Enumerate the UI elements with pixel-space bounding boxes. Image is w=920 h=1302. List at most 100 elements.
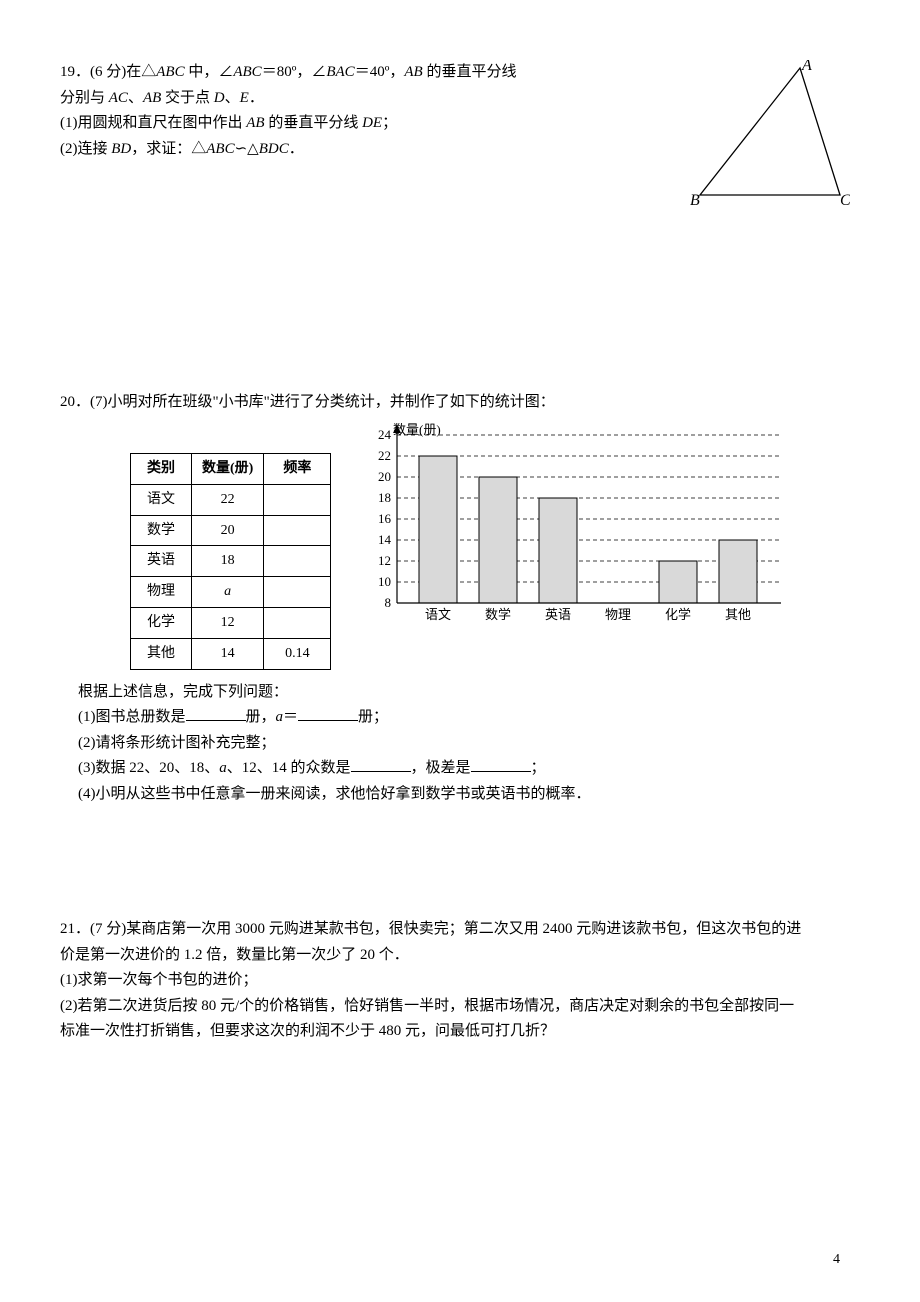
table-row: 其他140.14 [131,638,331,669]
vertex-c: C [840,192,850,209]
q21-part2b: 标准一次性打折销售，但要求这次的利润不少于 480 元，问最低可打几折？ [60,1019,860,1045]
q19-figure: A B C [690,60,860,220]
x-tick-label: 物理 [605,607,631,622]
bar [719,540,757,603]
y-tick-label: 14 [378,532,392,547]
table-row: 物理a [131,577,331,608]
page-number: 4 [833,1248,840,1272]
blank [351,756,411,772]
t: 中，∠ [185,64,234,80]
t: AB [404,64,422,80]
y-tick-label: 18 [378,490,391,505]
table-cell: 化学 [131,607,192,638]
vertex-b: B [690,192,700,209]
t: ； [382,115,397,131]
y-tick-label: 10 [378,574,391,589]
problem-21: 21．(7 分)某商店第一次用 3000 元购进某款书包，很快卖完；第二次又用 … [60,917,860,1045]
q20-stem: 20．(7)小明对所在班级"小书库"进行了分类统计，并制作了如下的统计图： [60,390,860,416]
table-cell: 0.14 [264,638,331,669]
table-row: 化学12 [131,607,331,638]
blank [186,705,246,721]
table-cell [264,607,331,638]
table-cell: 18 [192,546,264,577]
t: 的垂直平分线 [423,64,517,80]
table-cell: a [192,577,264,608]
q19-row: 19．(6 分)在△ABC 中，∠ABC＝80º，∠BAC＝40º，AB 的垂直… [60,60,860,220]
table-cell: 14 [192,638,264,669]
y-tick-label: 20 [378,469,391,484]
blank [298,705,358,721]
t: 册； [358,709,388,725]
t: ＝80º，∠ [262,64,327,80]
y-tick-label: 16 [378,511,392,526]
q19-part2: (2)连接 BD，求证：△ABC∽△BDC． [60,137,670,163]
q20-part1: (1)图书总册数是册，a＝册； [60,705,860,731]
table-row: 数学20 [131,515,331,546]
t: BAC [326,64,354,80]
table-header: 频率 [264,454,331,485]
table-cell: 语文 [131,484,192,515]
t: (3)数据 22、20、18、 [78,760,219,776]
t: 交于点 [161,90,214,106]
t: ABC [233,64,261,80]
t: 分别与 [60,90,109,106]
x-tick-label: 其他 [725,607,751,622]
q20-part4: (4)小明从这些书中任意拿一册来阅读，求他恰好拿到数学书或英语书的概率． [60,782,860,808]
t: ； [531,760,546,776]
table-row: 语文22 [131,484,331,515]
t: (2)连接 [60,141,111,157]
t: 、 [225,90,240,106]
q19-part1: (1)用圆规和直尺在图中作出 AB 的垂直平分线 DE； [60,111,670,137]
t: 的垂直平分线 [265,115,363,131]
t: ，极差是 [411,760,471,776]
y-tick-label: 8 [385,595,392,610]
t: AB [143,90,161,106]
frequency-table: 类别数量(册)频率 语文22数学20英语18物理a化学12其他140.14 [130,453,331,670]
t: 册， [246,709,276,725]
y-tick-label: 12 [378,553,391,568]
table-header: 类别 [131,454,192,485]
table-row: 英语18 [131,546,331,577]
table-cell: 数学 [131,515,192,546]
table-cell [264,546,331,577]
t: (1)图书总册数是 [78,709,186,725]
table-cell: 英语 [131,546,192,577]
t: a [276,709,284,725]
bar [479,477,517,603]
table-cell: 22 [192,484,264,515]
problem-20: 20．(7)小明对所在班级"小书库"进行了分类统计，并制作了如下的统计图： 类别… [60,390,860,808]
q21-part2a: (2)若第二次进货后按 80 元/个的价格销售，恰好销售一半时，根据市场情况，商… [60,994,860,1020]
table-header: 数量(册) [192,454,264,485]
y-tick-label: 22 [378,448,391,463]
table-cell: 物理 [131,577,192,608]
triangle-icon: A B C [690,60,850,210]
x-tick-label: 语文 [425,607,451,622]
q20-followup: 根据上述信息，完成下列问题： [78,680,860,706]
t: ABC [206,141,234,157]
t: a [219,760,227,776]
table-cell [264,577,331,608]
t: 、12、14 的众数是 [227,760,351,776]
y-tick-label: 24 [378,427,392,442]
q20-part3: (3)数据 22、20、18、a、12、14 的众数是 ，极差是 ； [60,756,860,782]
table-cell [264,484,331,515]
q21-line1: 21．(7 分)某商店第一次用 3000 元购进某款书包，很快卖完；第二次又用 … [60,917,860,943]
t: (1)用圆规和直尺在图中作出 [60,115,246,131]
t: AC [109,90,128,106]
bar-chart-svg: 数量(册)81012141618202224语文数学英语物理化学其他类别 [361,423,781,633]
t: 19．(6 分)在△ [60,64,156,80]
t: ． [249,90,264,106]
bar-chart: 数量(册)81012141618202224语文数学英语物理化学其他类别 [361,423,781,643]
x-tick-label: 英语 [545,607,571,622]
table-cell [264,515,331,546]
t: BD [111,141,131,157]
q20-part2: (2)请将条形统计图补充完整； [60,731,860,757]
bar [659,561,697,603]
bar [419,456,457,603]
table-cell: 12 [192,607,264,638]
t: 、 [128,90,143,106]
q19-line1: 19．(6 分)在△ABC 中，∠ABC＝80º，∠BAC＝40º，AB 的垂直… [60,60,670,86]
t: DE [362,115,382,131]
t: E [240,90,249,106]
problem-19: 19．(6 分)在△ABC 中，∠ABC＝80º，∠BAC＝40º，AB 的垂直… [60,60,860,220]
